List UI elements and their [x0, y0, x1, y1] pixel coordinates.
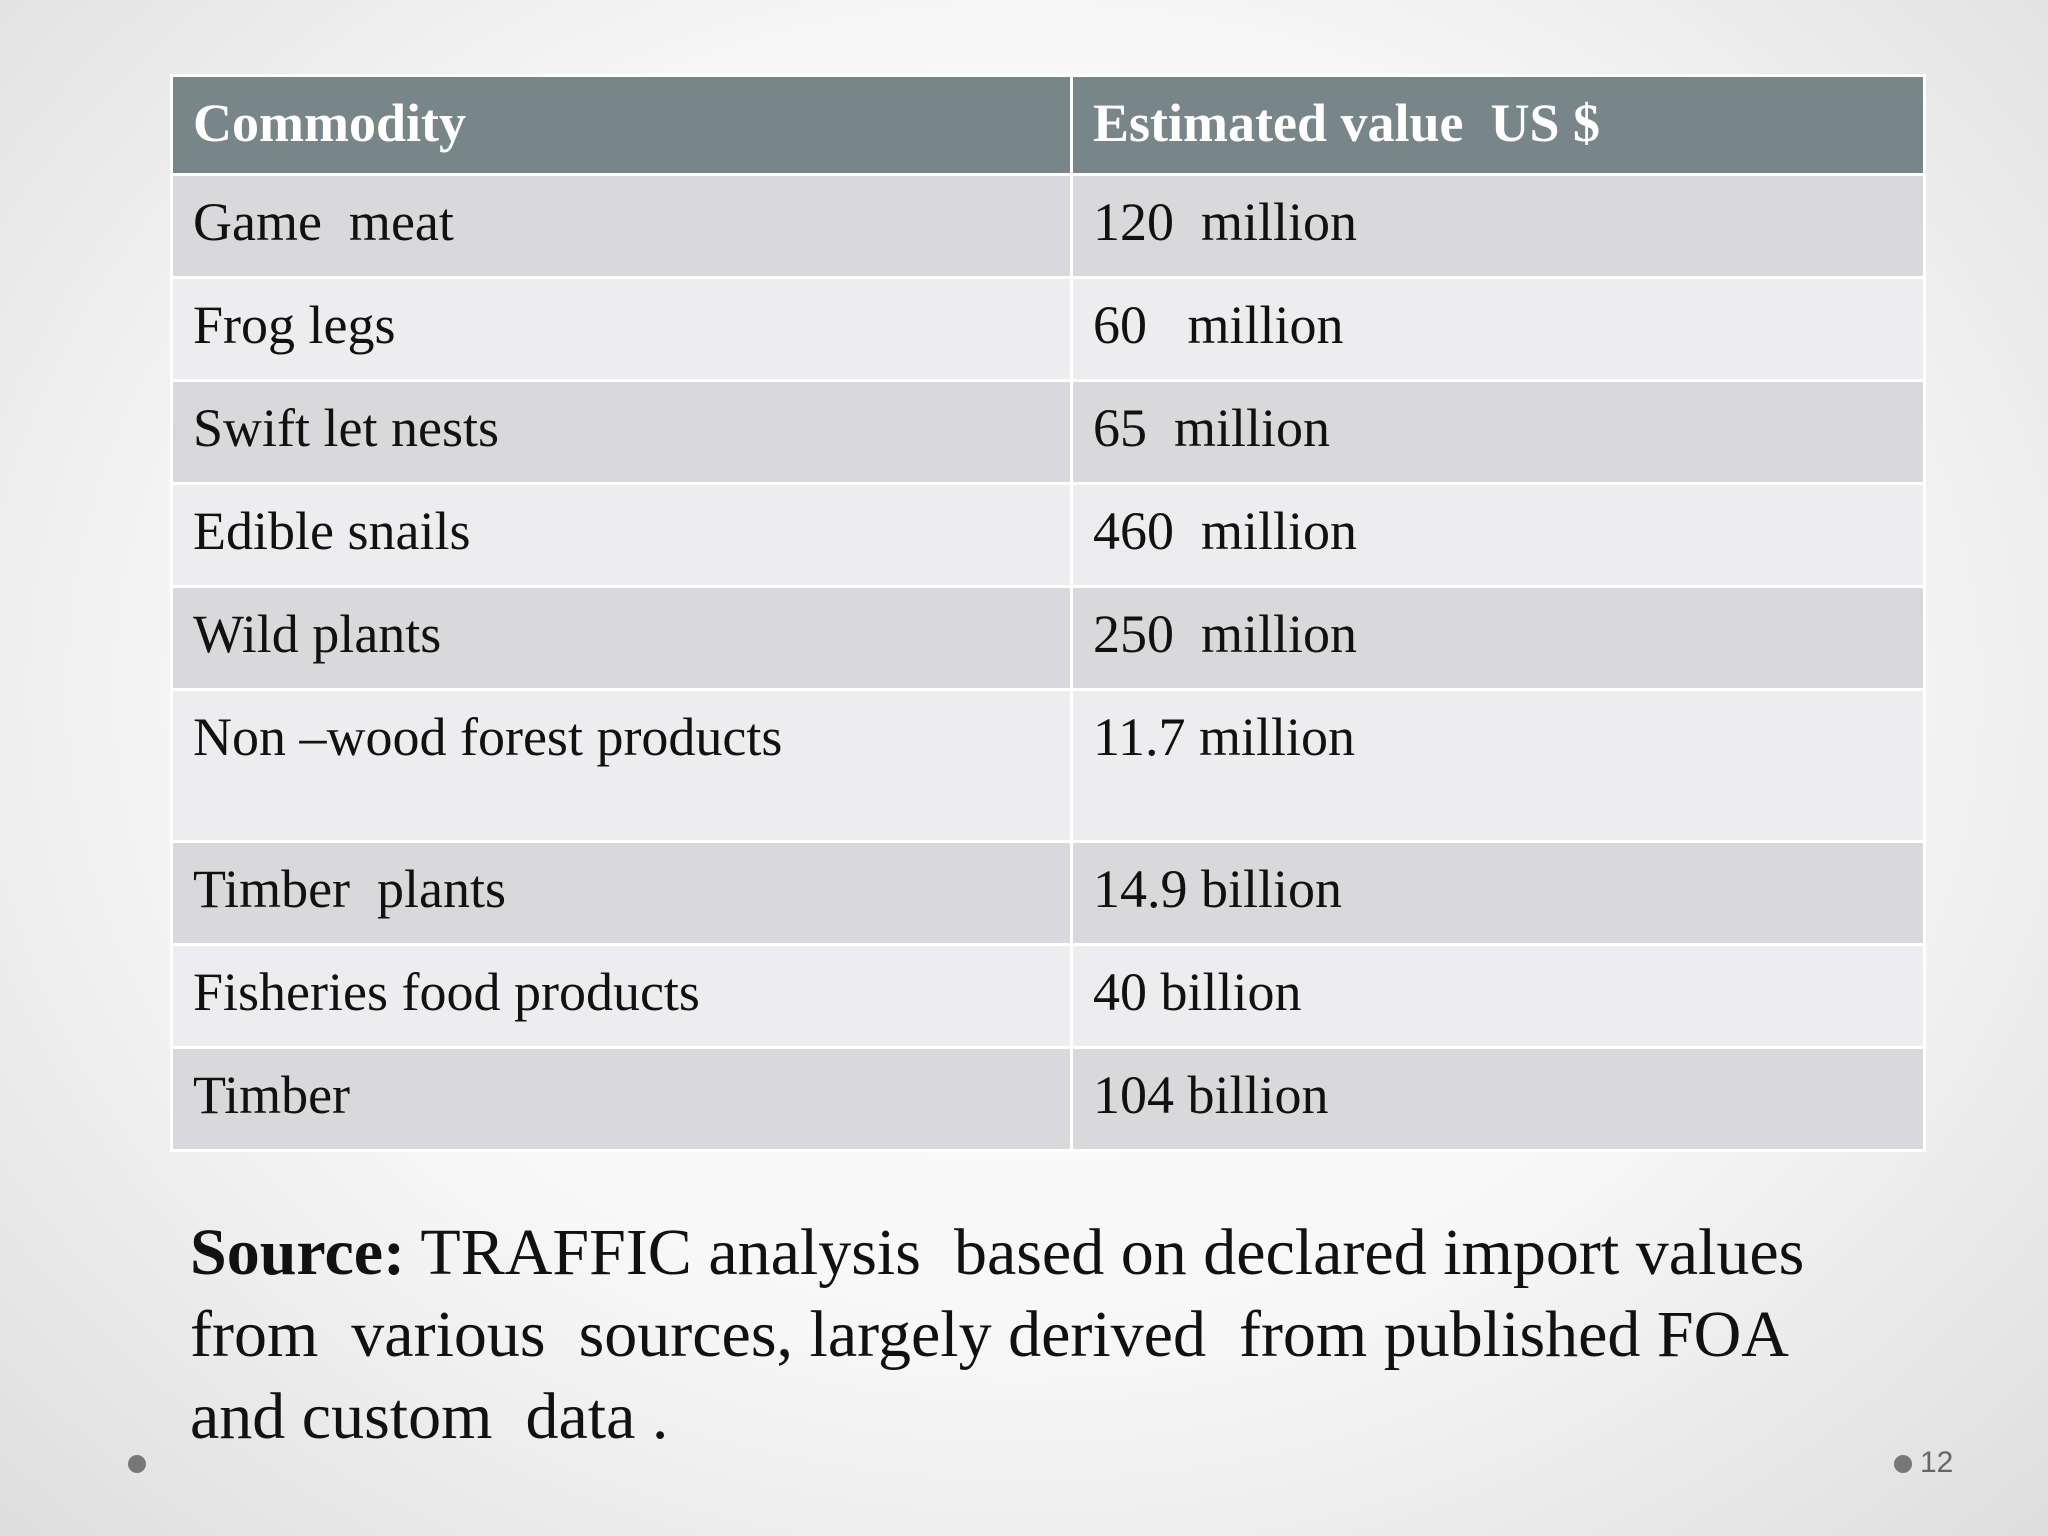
bullet-dot — [128, 1455, 146, 1473]
value-cell: 60 million — [1070, 276, 1926, 382]
table-row: Swift let nests 65 million — [170, 379, 1926, 485]
table-row: Game meat 120 million — [170, 173, 1926, 279]
data-table: Commodity Estimated value US $ Game meat… — [170, 74, 1926, 1152]
header-row: Commodity Estimated value US $ — [170, 74, 1926, 176]
commodity-cell: Wild plants — [170, 585, 1073, 691]
source-note: Source: TRAFFIC analysis based on declar… — [190, 1212, 1830, 1458]
header-cell: Estimated value US $ — [1070, 74, 1926, 176]
source-label: Source: — [190, 1216, 406, 1289]
table-body: Game meat 120 million Frog legs 60 million S… — [170, 173, 1926, 1152]
table-row: Non –wood forest products 11.7 million — [170, 688, 1926, 843]
table-row: Timber plants 14.9 billion — [170, 840, 1926, 946]
bullet-dot — [1894, 1455, 1912, 1473]
value-cell: 250 million — [1070, 585, 1926, 691]
commodity-cell: Fisheries food products — [170, 943, 1073, 1049]
header-cell: Commodity — [170, 74, 1073, 176]
value-cell: 460 million — [1070, 482, 1926, 588]
value-cell: 11.7 million — [1070, 688, 1926, 843]
value-cell: 40 billion — [1070, 943, 1926, 1049]
commodity-cell: Non –wood forest products — [170, 688, 1073, 843]
commodity-cell: Frog legs — [170, 276, 1073, 382]
commodity-cell: Game meat — [170, 173, 1073, 279]
commodity-cell: Timber — [170, 1046, 1073, 1152]
table-row: Edible snails 460 million — [170, 482, 1926, 588]
table-row: Fisheries food products 40 billion — [170, 943, 1926, 1049]
commodity-cell: Edible snails — [170, 482, 1073, 588]
table-row: Wild plants 250 million — [170, 585, 1926, 691]
table-row: Frog legs 60 million — [170, 276, 1926, 382]
commodity-cell: Timber plants — [170, 840, 1073, 946]
commodity-cell: Swift let nests — [170, 379, 1073, 485]
value-cell: 65 million — [1070, 379, 1926, 485]
page-number: 12 — [1920, 1446, 1954, 1479]
value-cell: 120 million — [1070, 173, 1926, 279]
table-row: Timber 104 billion — [170, 1046, 1926, 1152]
source-text: TRAFFIC analysis based on declared impor… — [190, 1216, 1821, 1453]
value-cell: 14.9 billion — [1070, 840, 1926, 946]
value-cell: 104 billion — [1070, 1046, 1926, 1152]
